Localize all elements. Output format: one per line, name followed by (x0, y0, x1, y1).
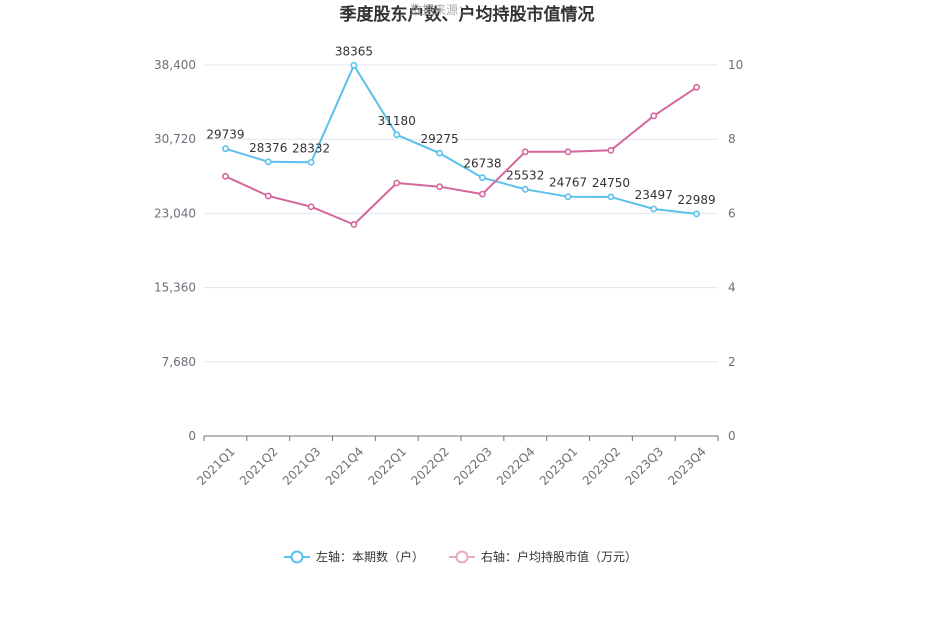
legend[interactable]: 左轴：本期数（户） 右轴：户均持股市值（万元） (284, 549, 637, 564)
right-axis-tick-label: 10 (728, 58, 743, 72)
data-label: 23497 (635, 188, 673, 202)
right-axis-tick-label: 8 (728, 132, 736, 146)
series-point-left (479, 174, 486, 182)
series-point-left (564, 193, 572, 201)
data-label: 28376 (249, 141, 287, 155)
series-point-right (350, 221, 358, 228)
series-point-right (564, 148, 572, 156)
data-label: 24767 (549, 176, 587, 190)
series-line-left (225, 64, 697, 215)
data-label: 26738 (463, 157, 501, 171)
data-label: 38365 (335, 44, 373, 58)
series-layer (222, 61, 700, 228)
series-point-right (650, 112, 658, 120)
series-point-right (607, 146, 615, 154)
series-point-left (393, 131, 401, 139)
x-axis-tick-label: 2023Q2 (580, 444, 624, 488)
left-axis-tick-label: 7,680 (162, 355, 196, 369)
x-axis-tick-label: 2022Q2 (408, 444, 452, 488)
series-point-left (436, 149, 443, 157)
series-point-left (607, 193, 615, 201)
series-point-left (350, 61, 358, 69)
legend-item-left-series[interactable]: 左轴：本期数（户） (284, 549, 424, 564)
x-axis-tick-label: 2023Q1 (537, 444, 581, 488)
series-point-left (222, 145, 229, 153)
x-axis-tick-label: 2022Q3 (451, 444, 495, 488)
x-axis-tick-label: 2022Q4 (494, 444, 538, 488)
series-point-right (307, 203, 315, 211)
watermark: 数据来源： (410, 2, 470, 17)
right-axis-tick-label: 6 (728, 206, 736, 220)
data-label: 31180 (378, 114, 416, 128)
x-axis-tick-label: 2021Q3 (280, 444, 324, 488)
right-axis-tick-label: 2 (728, 355, 736, 369)
series-point-left (307, 158, 315, 166)
left-axis-tick-label: 38,400 (154, 58, 196, 72)
data-label: 24750 (592, 176, 630, 190)
data-label: 29739 (206, 128, 244, 142)
x-axis-tick-label: 2021Q4 (323, 444, 367, 488)
x-axis-tick-label: 2023Q4 (665, 444, 709, 488)
legend-label-left: 左轴：本期数（户） (316, 549, 424, 564)
series-point-right (693, 83, 700, 91)
series-point-right (222, 172, 229, 180)
right-axis-tick-label: 4 (728, 281, 736, 295)
legend-label-right: 右轴：户均持股市值（万元） (481, 549, 637, 564)
data-label: 25532 (506, 168, 544, 182)
series-point-left (264, 158, 272, 166)
chart-title: 季度股东户数、户均持股市值情况 (340, 4, 595, 25)
series-point-right (479, 190, 486, 198)
series-point-left (693, 210, 700, 218)
legend-marker-right-icon (455, 550, 469, 564)
axes: 0 7,680 15,360 23,040 30,720 38,400 0 2 4 6 8 10 202… (154, 58, 743, 488)
series-point-right (436, 183, 443, 191)
left-axis-tick-label: 23,040 (154, 206, 196, 220)
data-label: 22989 (677, 193, 715, 207)
data-label: 29275 (420, 132, 458, 146)
series-point-left (521, 185, 529, 193)
right-axis-tick-label: 0 (728, 429, 736, 443)
legend-item-right-series[interactable]: 右轴：户均持股市值（万元） (449, 549, 637, 564)
left-axis-tick-label: 15,360 (154, 281, 196, 295)
x-axis-tick-label: 2023Q3 (623, 444, 667, 488)
series-line-right (224, 86, 698, 226)
series-point-right (264, 192, 272, 200)
series-point-right (393, 179, 401, 187)
left-axis-tick-label: 30,720 (154, 132, 196, 146)
series-point-left (650, 205, 658, 213)
x-axis-tick-label: 2021Q2 (237, 444, 281, 488)
x-axis-tick-label: 2021Q1 (194, 444, 238, 488)
series-point-right (521, 148, 529, 156)
grid-lines (204, 64, 718, 363)
left-axis-tick-label: 0 (188, 429, 196, 443)
legend-marker-left-icon (290, 550, 304, 564)
data-labels: 29739 28376 28332 38365 31180 29275 26738 25532… (206, 44, 715, 207)
x-axis-tick-label: 2022Q1 (366, 444, 410, 488)
data-label: 28332 (292, 141, 330, 155)
